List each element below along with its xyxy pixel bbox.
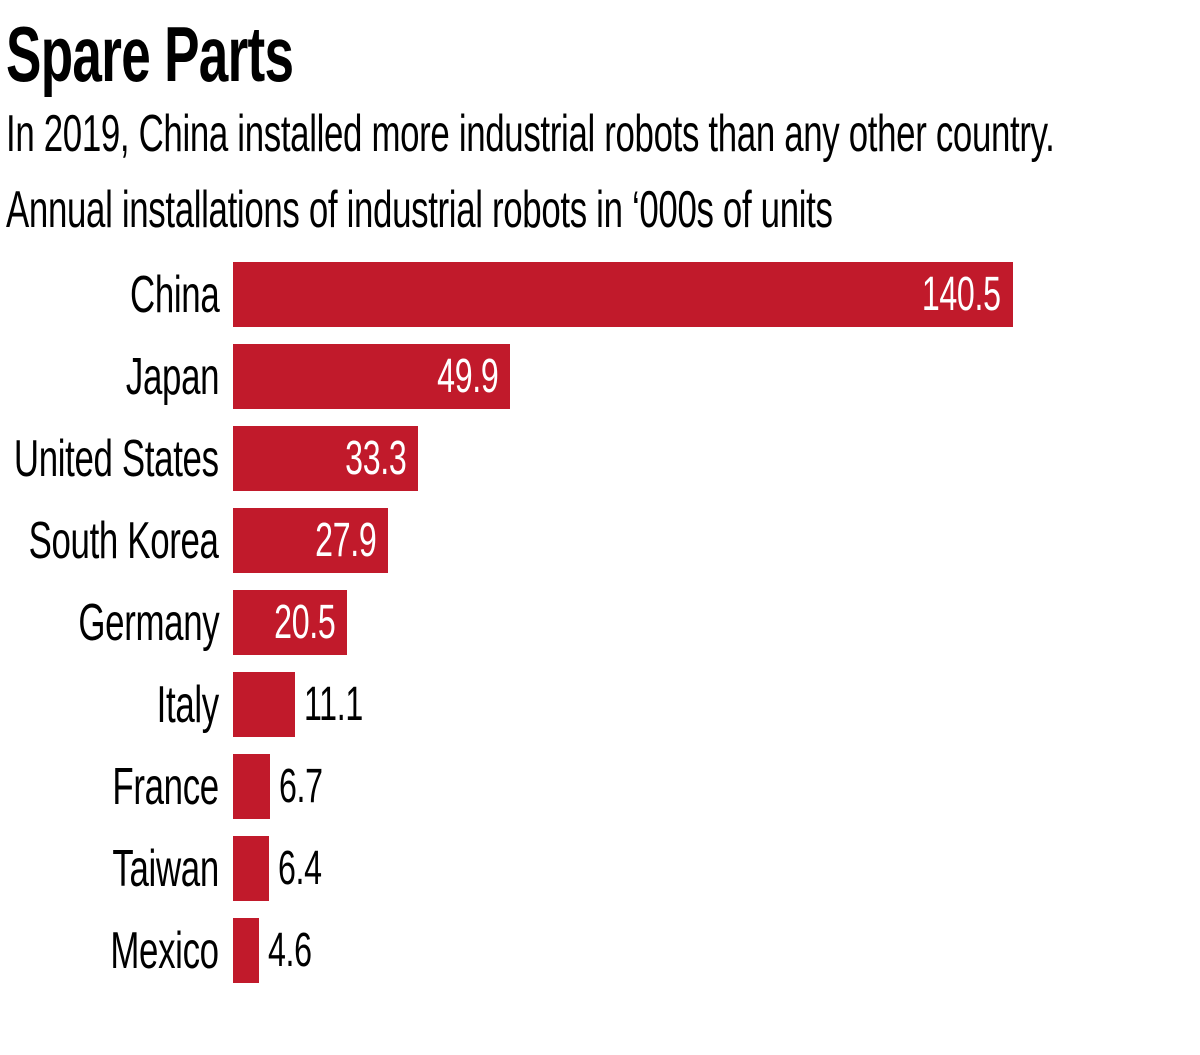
category-label-france: France (112, 757, 220, 816)
bar-area: 49.9 (233, 344, 1200, 409)
category-label-mexico: Mexico (110, 921, 220, 980)
chart-header: Spare Parts In 2019, China installed mor… (0, 0, 1200, 248)
category-label-japan: Japan (125, 347, 220, 406)
bar-chart: China 140.5 Japan 49.9 United States 33.3 Sout… (0, 262, 1200, 983)
bar-row: South Korea 27.9 (0, 508, 1200, 573)
value-label-taiwan: 6.4 (278, 842, 322, 895)
bar-area: 11.1 (233, 672, 1200, 737)
category-label-cell: Germany (0, 590, 219, 655)
bar-italy (233, 672, 295, 737)
bar-area: 33.3 (233, 426, 1200, 491)
bar-row: Taiwan 6.4 (0, 836, 1200, 901)
category-label-united-states: United States (14, 429, 219, 488)
chart-title-text: Spare Parts (6, 9, 294, 98)
category-label-cell: South Korea (0, 508, 219, 573)
bar-taiwan (233, 836, 269, 901)
bar-japan: 49.9 (233, 344, 510, 409)
bar-mexico (233, 918, 259, 983)
bar-south-korea: 27.9 (233, 508, 388, 573)
bar-row: Italy 11.1 (0, 672, 1200, 737)
chart-unit-note-text: Annual installations of industrial robot… (6, 181, 833, 239)
category-label-cell: Taiwan (0, 836, 220, 901)
category-label-cell: United States (0, 426, 219, 491)
page-title: Spare Parts (6, 10, 1200, 98)
category-label-south-korea: South Korea (28, 511, 219, 570)
category-label-china: China (129, 265, 220, 324)
category-label-cell: Italy (0, 672, 220, 737)
value-label-china: 140.5 (922, 268, 1001, 321)
bar-united-states: 33.3 (233, 426, 418, 491)
chart-subtitle: In 2019, China installed more industrial… (6, 96, 1200, 172)
bar-china: 140.5 (233, 262, 1013, 327)
category-label-cell: Japan (0, 344, 220, 409)
bar-france (233, 754, 270, 819)
category-label-cell: France (0, 754, 220, 819)
value-label-mexico: 4.6 (268, 924, 312, 977)
bar-row: United States 33.3 (0, 426, 1200, 491)
bar-row: Japan 49.9 (0, 344, 1200, 409)
bar-row: France 6.7 (0, 754, 1200, 819)
bar-area: 6.7 (233, 754, 1200, 819)
category-label-germany: Germany (78, 593, 219, 652)
category-label-taiwan: Taiwan (112, 839, 220, 898)
category-label-italy: Italy (156, 675, 220, 734)
value-label-france: 6.7 (279, 760, 323, 813)
chart-unit-note: Annual installations of industrial robot… (6, 172, 1200, 248)
value-label-south-korea: 27.9 (314, 514, 377, 567)
bar-row: Germany 20.5 (0, 590, 1200, 655)
bar-area: 27.9 (233, 508, 1200, 573)
bar-area: 20.5 (233, 590, 1200, 655)
bar-row: Mexico 4.6 (0, 918, 1200, 983)
bar-area: 140.5 (233, 262, 1200, 327)
value-label-germany: 20.5 (273, 596, 336, 649)
category-label-cell: Mexico (0, 918, 220, 983)
value-label-italy: 11.1 (304, 678, 363, 731)
chart-subtitle-text: In 2019, China installed more industrial… (6, 105, 1055, 163)
bar-row: China 140.5 (0, 262, 1200, 327)
bar-germany: 20.5 (233, 590, 347, 655)
value-label-united-states: 33.3 (344, 432, 407, 485)
category-label-cell: China (0, 262, 220, 327)
value-label-japan: 49.9 (436, 350, 499, 403)
bar-area: 6.4 (233, 836, 1200, 901)
bar-area: 4.6 (233, 918, 1200, 983)
